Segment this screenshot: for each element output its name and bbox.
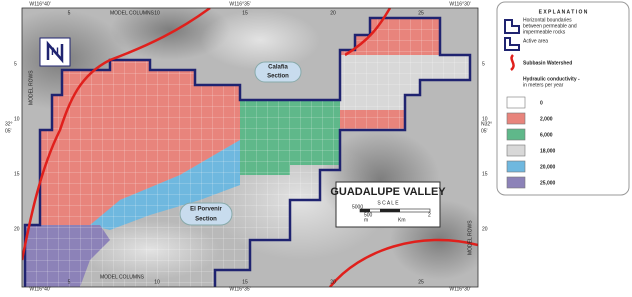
active-boundary (23, 16, 472, 287)
north-arrow: N (39, 37, 71, 67)
legend-text: Subbasin Watershed (523, 60, 572, 66)
column-tick: 15 (242, 279, 248, 285)
map-frame (21, 7, 479, 288)
column-tick: 20 (330, 10, 336, 16)
coord-label: 32° (5, 121, 13, 127)
legend-label: 25,000 (540, 180, 556, 186)
map-area (22, 8, 478, 287)
legend-swatch (506, 144, 526, 157)
legend-swatch (506, 96, 526, 109)
column-tick: 20 (330, 279, 336, 285)
row-tick: 5 (482, 61, 485, 67)
section-labels: Calafia Section El Porvenir Section (179, 61, 302, 226)
section-name: Section (195, 217, 217, 223)
legend-label: 20,000 (540, 164, 556, 170)
column-tick: 10 (154, 279, 160, 285)
axis-label: MODEL ROWS (28, 70, 34, 105)
legend-text: Hydraulic conductivity - (523, 76, 580, 82)
column-tick: 25 (418, 279, 424, 285)
coord-label: N32° (481, 121, 492, 127)
coord-label: W116°40' (29, 1, 50, 7)
scale-label: Km (398, 217, 406, 223)
column-tick: 25 (418, 10, 424, 16)
section-name: El Porvenir (190, 207, 222, 213)
legend-swatch (506, 176, 526, 189)
map-title: GUADALUPE VALLEY (330, 186, 446, 198)
row-tick: 10 (14, 116, 20, 122)
scale-label: 5000 (352, 204, 363, 210)
legend-text: Horizontal boundaries (523, 17, 572, 23)
legend-title: E X P L A N A T I O N (539, 9, 588, 15)
column-tick: 15 (242, 10, 248, 16)
legend-text: between permeable and (523, 23, 577, 29)
conductivity-zones (25, 18, 470, 287)
section-name: Section (267, 74, 289, 80)
row-tick: 10 (482, 116, 488, 122)
section-name: Calafia (268, 65, 288, 71)
coordinate-labels: 32° 05' N32° 05' MODEL COLUMNS MODEL COL… (5, 1, 492, 292)
legend-label: 18,000 (540, 148, 556, 154)
row-tick: 5 (14, 61, 17, 67)
column-tick: 5 (68, 279, 71, 285)
watershed (344, 8, 392, 57)
coord-label: W116°30' (449, 1, 470, 7)
scale-label: 500 (364, 212, 373, 218)
legend-swatch (506, 160, 526, 173)
legend-label: 2,000 (540, 116, 553, 122)
row-tick: 15 (482, 171, 488, 177)
row-tick: 20 (482, 226, 488, 232)
column-tick: 10 (154, 10, 160, 16)
legend-text: impermeable rocks (523, 29, 566, 35)
axis-label: MODEL ROWS (467, 220, 473, 255)
title-box: GUADALUPE VALLEY S C A L E 5000 m 500 Km… (330, 181, 446, 228)
explanation: E X P L A N A T I O N Horizontal boundar… (496, 1, 630, 196)
axis-label: MODEL COLUMNS (110, 10, 155, 16)
legend-label: 6,000 (540, 132, 553, 138)
column-tick: 5 (68, 10, 71, 16)
north-label: N (51, 46, 59, 58)
legend-swatch (506, 112, 526, 125)
legend-text: in meters per year (523, 82, 564, 88)
scale-title: S C A L E (377, 200, 399, 206)
watershed (22, 8, 211, 261)
row-tick: 20 (14, 226, 20, 232)
coord-label: 05' (5, 128, 12, 134)
coord-label: W116°35' (229, 286, 250, 292)
legend-swatch (506, 128, 526, 141)
legend-text: Active area (523, 38, 548, 44)
coord-label: W116°35' (229, 1, 250, 7)
axis-label: MODEL COLUMNS (100, 274, 145, 280)
legend-label: 0 (540, 100, 543, 106)
scale-label: m (364, 217, 368, 223)
coord-label: W116°40' (29, 286, 50, 292)
scale-label: 2 (428, 212, 431, 218)
coord-label: W116°30' (449, 286, 470, 292)
coord-label: 05' (481, 128, 488, 134)
watershed (329, 238, 478, 287)
row-tick: 15 (14, 171, 20, 177)
